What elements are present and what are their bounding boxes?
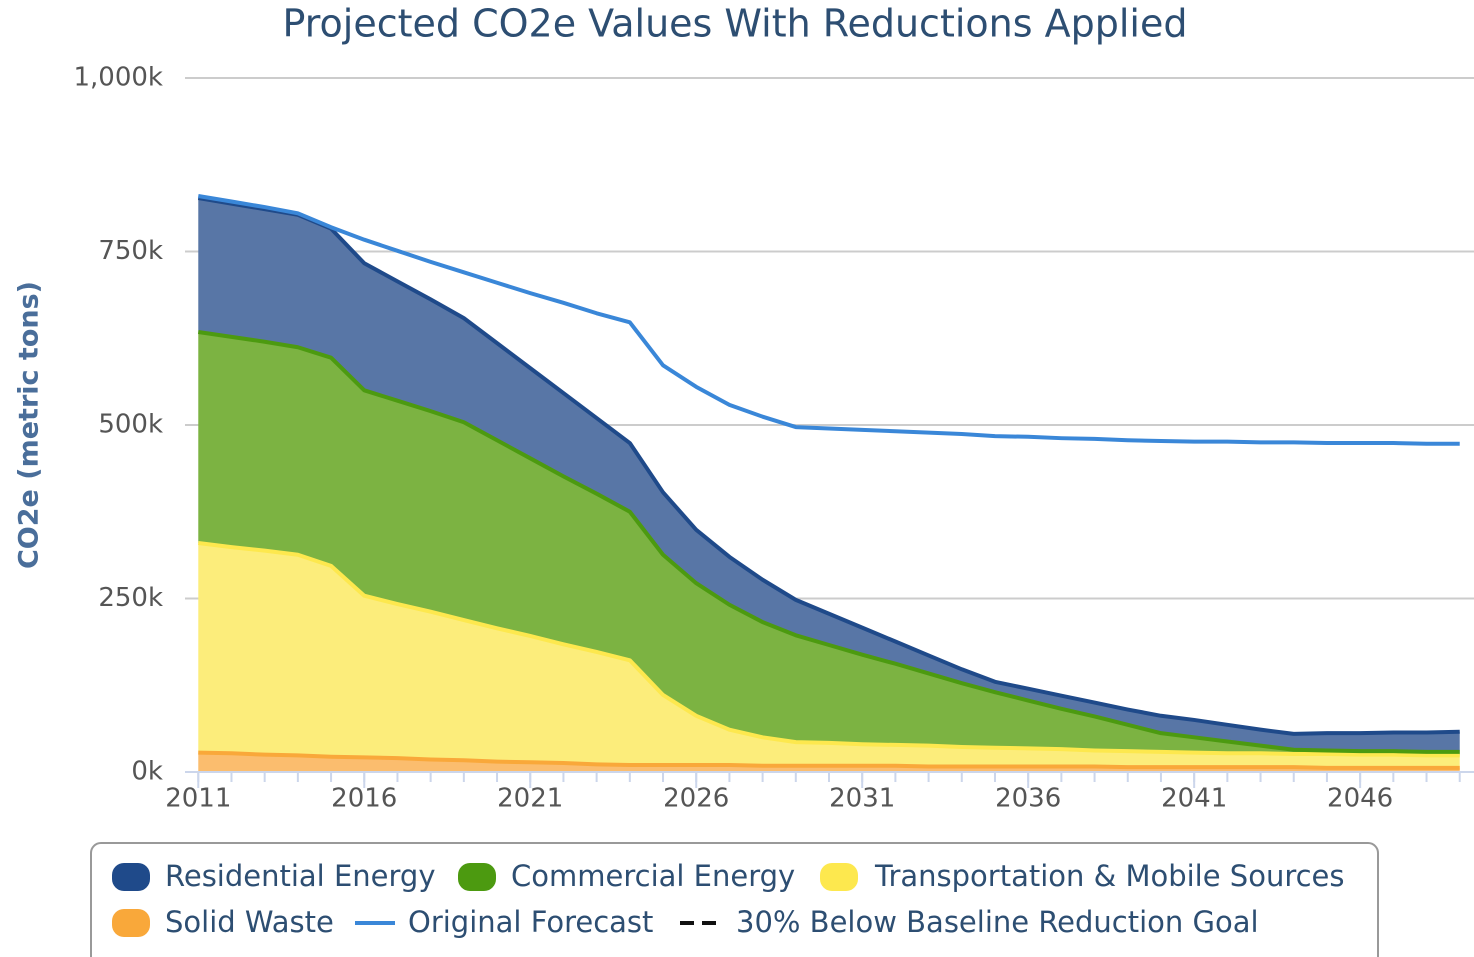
legend-label: Residential Energy	[165, 859, 436, 893]
legend-swatch	[112, 863, 150, 891]
x-tick-label: 2016	[331, 784, 397, 814]
x-tick-label: 2046	[1327, 784, 1393, 814]
line	[197, 194, 1460, 446]
y-tick-label: 500k	[98, 410, 163, 440]
y-tick-label: 750k	[98, 236, 163, 266]
x-tick-label: 2026	[663, 784, 729, 814]
area-fill	[198, 542, 1460, 768]
area-line	[198, 750, 1460, 770]
area-line	[197, 330, 1460, 754]
x-tick-label: 2021	[497, 784, 563, 814]
area-fill	[198, 198, 1460, 752]
legend-swatch	[112, 909, 150, 937]
y-tick-label: 250k	[98, 583, 163, 613]
legend-swatch	[820, 863, 858, 891]
area-fill	[198, 332, 1460, 756]
legend-label: 30% Below Baseline Reduction Goal	[736, 905, 1259, 939]
legend-label: Commercial Energy	[511, 859, 795, 893]
x-tick-label: 2011	[165, 784, 231, 814]
area-line	[197, 196, 1460, 736]
legend-label: Solid Waste	[165, 905, 334, 939]
x-tick-label: 2031	[829, 784, 895, 814]
legend-box	[90, 842, 1379, 957]
area-line	[198, 540, 1460, 758]
area-fill	[198, 752, 1460, 772]
legend-label: Transportation & Mobile Sources	[874, 859, 1345, 893]
x-tick-label: 2036	[995, 784, 1061, 814]
chart-title: Projected CO2e Values With Reductions Ap…	[283, 2, 1188, 46]
legend-swatch	[458, 863, 496, 891]
y-tick-label: 1,000k	[74, 63, 164, 93]
y-axis-label: CO2e (metric tons)	[14, 281, 45, 569]
legend-label: Original Forecast	[408, 905, 653, 939]
y-tick-label: 0k	[131, 757, 163, 787]
x-tick-label: 2041	[1161, 784, 1227, 814]
